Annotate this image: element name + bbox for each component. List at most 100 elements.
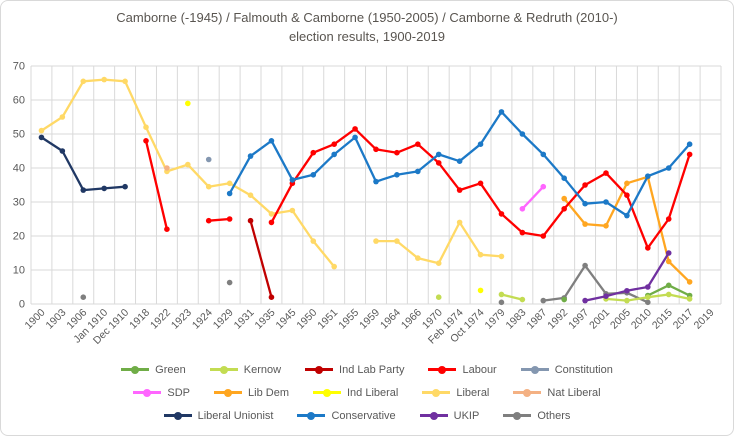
legend-item-sdp: SDP: [133, 387, 190, 399]
series-marker-labour: [268, 219, 275, 226]
legend-swatch-lib-dem: [214, 388, 243, 397]
series-marker-conservative: [435, 151, 442, 158]
series-marker-conservative: [352, 134, 358, 141]
legend-swatch-sdp: [133, 388, 162, 397]
series-marker-green: [561, 296, 567, 303]
series-marker-conservative: [561, 175, 567, 181]
series-marker-others: [645, 299, 651, 306]
y-tick-label: 20: [13, 231, 25, 243]
series-marker-conservative: [540, 151, 547, 158]
legend-row-1: Green Kernow Ind Lab Party Labour Constituti…: [121, 361, 613, 378]
y-tick-label: 10: [13, 265, 25, 277]
series-marker-labour: [331, 141, 337, 147]
x-tick-label: 2001: [587, 307, 612, 332]
series-marker-ukip: [645, 284, 651, 290]
series-marker-others: [226, 279, 233, 286]
series-marker-ukip: [624, 287, 630, 294]
series-marker-green: [665, 282, 672, 289]
series-marker-liberal: [289, 207, 296, 214]
legend-label-liberal-unionist: Liberal Unionist: [197, 409, 274, 422]
series-marker-others: [498, 299, 505, 306]
x-tick-label: 1922: [148, 307, 173, 332]
x-tick-label: 1987: [524, 307, 549, 332]
x-tick-label: 1924: [190, 307, 215, 332]
legend-item-labour: Labour: [428, 363, 497, 376]
x-tick-label: 1992: [545, 307, 570, 332]
series-marker-labour: [603, 170, 609, 176]
series-marker-liberal: [122, 78, 128, 85]
series-marker-lib-dem: [561, 195, 567, 202]
x-tick-label: 1903: [43, 307, 68, 332]
x-tick-label: 1983: [503, 307, 528, 332]
legend-swatch-liberal: [422, 388, 451, 397]
series-marker-ind-lab-party: [268, 294, 275, 301]
series-line-liberal: [40, 78, 503, 268]
x-tick-label: 1951: [315, 307, 340, 332]
legend-item-liberal: Liberal: [422, 387, 489, 399]
series-marker-conservative: [498, 109, 505, 115]
series-marker-labour: [540, 233, 547, 239]
series-marker-kernow: [686, 296, 693, 302]
series-marker-kernow: [665, 291, 672, 298]
legend-swatch-others: [503, 411, 532, 420]
series-line-sdp: [521, 185, 545, 210]
legend-swatch-green: [121, 365, 150, 374]
x-tick-label: 1997: [566, 307, 591, 332]
legend-label-nat-liberal: Nat Liberal: [547, 386, 601, 399]
series-marker-conservative: [665, 165, 672, 171]
legend-label-labour: Labour: [462, 363, 497, 376]
series-marker-ukip: [603, 293, 609, 299]
series-marker-conservative: [247, 153, 254, 159]
y-tick-label: 70: [13, 61, 25, 73]
series-marker-liberal: [205, 183, 212, 190]
chart-title-line1: Camborne (-1945) / Falmouth & Camborne (…: [116, 10, 618, 25]
series-marker-conservative: [373, 178, 379, 185]
series-marker-conservative: [310, 172, 317, 178]
legend-item-ind-liberal: Ind Liberal: [312, 386, 399, 399]
series-marker-liberal: [435, 260, 442, 267]
series-marker-liberal: [38, 127, 45, 134]
series-marker-liberal: [310, 238, 317, 244]
series-marker-liberal: [226, 180, 233, 187]
series-marker-labour: [477, 180, 484, 187]
series-marker-liberal-unionist: [80, 187, 87, 193]
series-line-liberal-unionist: [40, 136, 127, 192]
y-tick-label: 50: [13, 129, 25, 141]
legend-item-constitution: Constitution: [520, 364, 613, 376]
series-marker-labour: [498, 211, 505, 217]
series-marker-labour: [415, 141, 421, 147]
x-tick-label: 1923: [169, 307, 194, 332]
series-marker-labour: [164, 226, 170, 232]
series-marker-sdp: [540, 183, 547, 190]
x-tick-label: 2015: [650, 307, 675, 332]
series-marker-liberal-unionist: [59, 148, 66, 154]
series-marker-liberal: [456, 219, 463, 226]
x-tick-label: 1959: [357, 307, 382, 332]
series-marker-conservative: [519, 131, 526, 137]
series-marker-lib-dem: [603, 223, 609, 229]
legend-label-sdp: SDP: [167, 386, 191, 399]
series-marker-conservative: [289, 177, 296, 183]
series-marker-lib-dem: [624, 180, 630, 187]
legend-label-liberal: Liberal: [456, 386, 490, 399]
legend-label-ind-liberal: Ind Liberal: [346, 386, 399, 399]
series-marker-ukip: [582, 297, 588, 304]
legend-item-lib-dem: Lib Dem: [214, 387, 289, 399]
series-marker-liberal: [331, 263, 337, 270]
series-marker-labour: [143, 138, 149, 144]
series-marker-labour: [205, 217, 212, 224]
legend-label-others: Others: [537, 409, 571, 422]
chart-legend: Green Kernow Ind Lab Party Labour Constituti…: [1, 361, 733, 424]
x-tick-label: 2010: [629, 307, 654, 332]
y-tick-label: 30: [13, 197, 25, 209]
legend-label-conservative: Conservative: [331, 409, 396, 422]
series-marker-liberal: [394, 238, 400, 244]
legend-swatch-ind-lab-party: [305, 365, 334, 374]
series-marker-liberal: [59, 114, 66, 120]
series-marker-liberal-unionist: [122, 183, 128, 190]
series-marker-nat-liberal: [164, 165, 170, 171]
series-line-ind-lab-party: [249, 219, 273, 299]
x-tick-label: 1929: [211, 307, 236, 332]
series-marker-labour: [582, 182, 588, 188]
